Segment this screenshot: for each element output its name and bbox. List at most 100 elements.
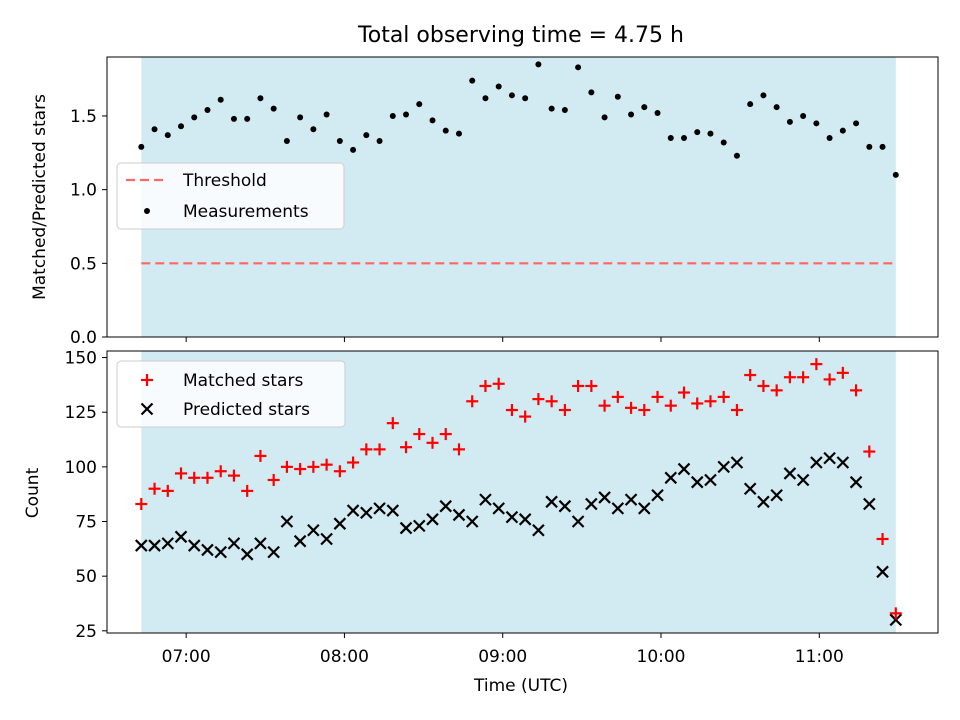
predicted-stars-marker <box>307 523 320 537</box>
matched-stars-marker <box>770 384 783 397</box>
predicted-stars-marker <box>783 467 797 480</box>
matched-stars-marker <box>175 467 188 480</box>
predicted-stars-marker <box>280 515 294 528</box>
predicted-stars-marker <box>492 502 505 515</box>
measurement-point <box>336 138 343 144</box>
measurement-point <box>800 112 807 119</box>
matched-stars-marker <box>717 390 730 403</box>
predicted-stars-marker <box>452 508 466 522</box>
measurement-point <box>323 111 330 118</box>
predicted-stars-marker <box>227 537 241 550</box>
measurement-point <box>786 118 793 125</box>
predicted-stroke <box>360 506 373 520</box>
bottom-y-tick-label: 75 <box>75 513 97 533</box>
ratio-panel: 0.0 0.5 1.0 1.5 Threshold Measurements <box>70 56 939 348</box>
measurement-point <box>853 120 860 127</box>
predicted-stars-marker <box>293 534 307 548</box>
bottom-y-tick-label: 100 <box>65 458 97 478</box>
measurement-point <box>469 77 476 84</box>
predicted-stars-marker <box>505 510 519 524</box>
matched-stars-marker <box>188 471 201 484</box>
matched-stars-marker <box>280 460 293 473</box>
measurement-point <box>191 114 198 121</box>
top-y-tick-label: 1.5 <box>70 107 97 127</box>
measurement-point <box>363 132 370 139</box>
predicted-stroke <box>638 502 651 515</box>
matched-stars-marker <box>823 373 836 386</box>
measurement-point <box>614 93 621 100</box>
legend-matched-label: Matched stars <box>183 371 303 391</box>
predicted-stroke <box>545 495 558 509</box>
bottom-y-axis-label: Count <box>23 467 43 518</box>
measurement-point <box>826 135 833 142</box>
measurement-point <box>628 111 635 118</box>
measurement-point <box>257 95 264 102</box>
matched-stars-marker <box>466 395 479 408</box>
measurement-point <box>270 105 277 112</box>
predicted-stars-marker <box>479 493 492 506</box>
matched-stars-marker <box>148 482 161 495</box>
matched-stars-marker <box>598 399 611 412</box>
predicted-stroke <box>201 543 214 557</box>
matched-stars-marker <box>558 404 571 417</box>
predicted-stars-marker <box>585 497 598 511</box>
predicted-stars-marker <box>849 475 863 489</box>
top-y-tick-label: 1.0 <box>70 181 97 201</box>
measurement-point <box>641 104 648 111</box>
measurement-point <box>204 107 211 114</box>
predicted-stars-marker <box>426 513 439 526</box>
predicted-stars-marker <box>651 489 664 502</box>
predicted-stroke <box>532 523 545 537</box>
matched-stars-marker <box>730 404 743 417</box>
x-tick-label: 07:00 <box>162 647 211 667</box>
x-tick-label: 09:00 <box>478 647 527 667</box>
predicted-stars-marker <box>571 515 585 528</box>
matched-stars-marker <box>836 366 849 379</box>
matched-stars-marker <box>572 379 585 392</box>
legend-threshold-label: Threshold <box>182 171 267 191</box>
predicted-stroke <box>293 534 307 548</box>
predicted-stroke <box>267 545 280 559</box>
predicted-stroke <box>743 482 757 495</box>
predicted-stroke <box>227 537 241 550</box>
predicted-stars-marker <box>611 502 625 515</box>
predicted-stars-marker <box>598 491 611 504</box>
matched-stars-marker <box>307 460 320 473</box>
measurement-point <box>839 127 846 134</box>
matched-stars-marker <box>254 449 267 462</box>
predicted-stroke <box>651 489 664 502</box>
predicted-stars-marker <box>545 495 558 509</box>
predicted-stroke <box>624 493 638 506</box>
matched-stars-marker <box>889 607 902 620</box>
predicted-stroke <box>823 451 836 465</box>
matched-stars-marker <box>161 484 174 497</box>
matched-stars-marker <box>757 379 770 392</box>
measurement-point <box>707 130 714 137</box>
predicted-stars-marker <box>201 543 214 557</box>
predicted-stroke <box>399 521 413 535</box>
matched-stars-marker <box>678 386 691 399</box>
top-y-axis-label: Matched/Predicted stars <box>30 94 50 300</box>
top-y-tick-label: 0.0 <box>70 328 97 348</box>
matched-stars-marker <box>505 404 518 417</box>
measurement-point <box>403 111 410 118</box>
predicted-stroke <box>214 545 227 559</box>
matched-stars-marker <box>664 399 677 412</box>
matched-stars-marker <box>704 395 717 408</box>
predicted-stroke <box>598 491 611 504</box>
matched-stars-marker <box>135 498 148 511</box>
measurement-point <box>548 105 555 112</box>
predicted-stars-marker <box>624 493 638 506</box>
matched-stars-marker <box>452 443 465 456</box>
matched-stars-marker <box>519 410 532 423</box>
x-tick-label: 11:00 <box>795 647 844 667</box>
matched-stars-marker <box>744 369 757 382</box>
predicted-stroke <box>677 462 691 476</box>
matched-stars-marker <box>413 428 426 441</box>
predicted-stroke <box>704 473 717 487</box>
matched-stars-marker <box>625 401 638 414</box>
measurement-point <box>601 114 608 121</box>
measurement-point <box>667 135 674 142</box>
matched-stars-marker <box>585 379 598 392</box>
matched-stars-marker <box>783 371 796 384</box>
